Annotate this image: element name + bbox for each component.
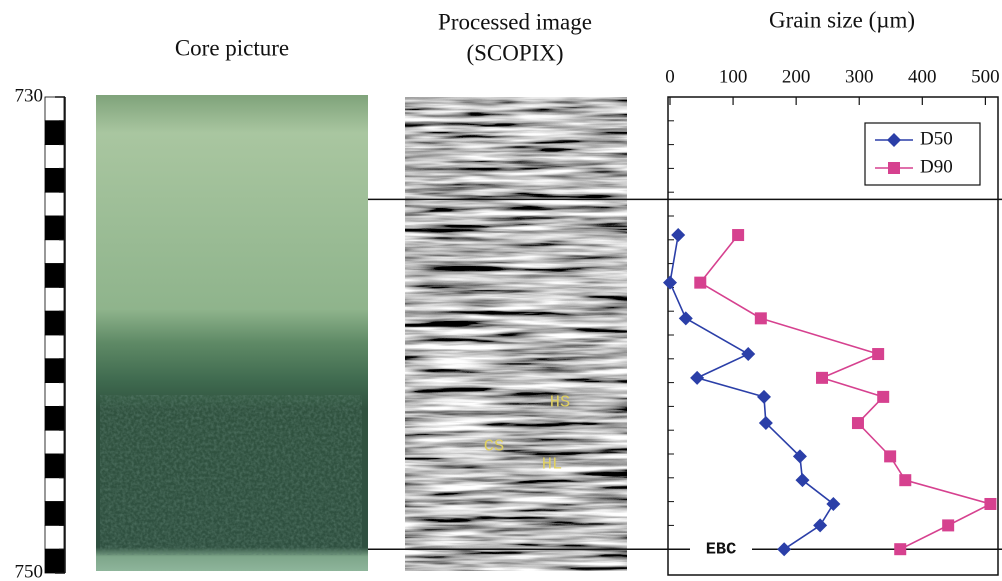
scale-segment [45,454,64,478]
scale-segment [45,145,64,169]
data-point [795,473,809,487]
panel-title: Core picture [175,35,289,60]
panel-title: (SCOPIX) [466,40,563,65]
data-point [694,277,706,289]
scale-segment [45,287,64,311]
scale-segment [45,406,64,430]
x-tick-label: 200 [782,66,811,87]
x-tick-label: 400 [908,66,937,87]
legend-label: D50 [920,128,953,149]
series-line [700,235,990,549]
annotation: EBC [706,541,737,560]
x-tick-label: 100 [719,66,748,87]
data-point [894,543,906,555]
scale-segment [45,359,64,383]
data-point [877,391,889,403]
data-point [755,312,767,324]
scale-segment [45,478,64,502]
annotation: CS [484,437,504,456]
data-point [852,417,864,429]
data-point [984,498,996,510]
data-point [679,311,693,325]
scale-segment [45,216,64,240]
scale-segment [45,383,64,407]
data-point [663,276,677,290]
scopix-image [405,97,627,571]
y-tick-label: 750 [15,561,44,581]
panel-title: Processed image [438,9,592,34]
data-point [942,519,954,531]
data-point [816,372,828,384]
scale-segment [45,549,64,573]
data-point [777,542,791,556]
data-point [899,474,911,486]
scale-segment [45,430,64,454]
scale-segment [45,335,64,359]
scale-segment [45,264,64,288]
x-tick-label: 300 [845,66,874,87]
scale-segment [45,311,64,335]
scale-segment [45,168,64,192]
data-point [732,229,744,241]
x-axis-label: Grain size (µm) [769,7,915,32]
scale-segment [45,240,64,264]
data-point [826,497,840,511]
scale-segment [45,502,64,526]
legend-label: D90 [920,156,953,177]
scale-segment [45,121,64,145]
data-point [872,348,884,360]
figure: Core picture Processed image (SCOPIX) Gr… [0,0,1002,581]
y-tick-label: 730 [15,85,44,106]
scale-segment [45,97,64,121]
data-point [884,450,896,462]
annotation: HL [542,455,562,474]
annotation: HS [550,393,570,412]
x-tick-label: 0 [665,66,675,87]
data-point [813,518,827,532]
x-tick-label: 500 [971,66,1000,87]
scale-segment [45,525,64,549]
core-texture [100,395,362,555]
legend-marker [888,162,900,174]
data-point [757,390,771,404]
data-point [741,347,755,361]
scale-segment [45,192,64,216]
data-point [690,371,704,385]
